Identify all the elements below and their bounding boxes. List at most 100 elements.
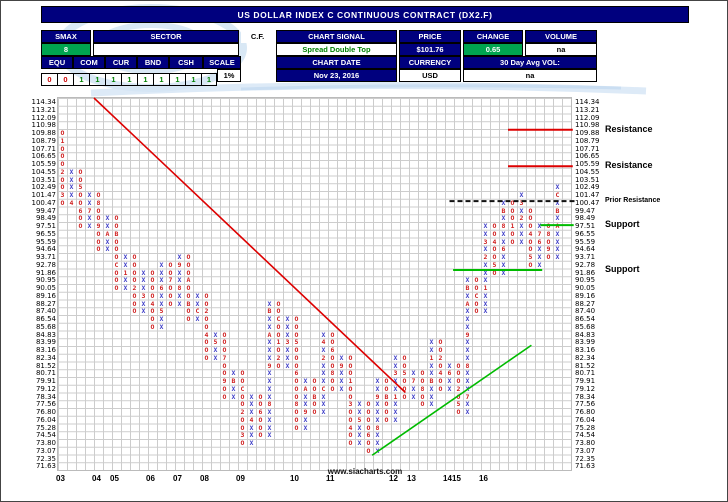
pnf-x-symbol: X bbox=[69, 167, 74, 176]
pnf-o-symbol: O bbox=[366, 423, 371, 432]
price-label-right: 73.07 bbox=[575, 446, 596, 455]
price-label-right: 91.86 bbox=[575, 268, 596, 277]
chart-date-header: CHART DATE bbox=[276, 56, 397, 69]
pnf-o-symbol: O bbox=[168, 299, 173, 308]
price-label-right: 77.56 bbox=[575, 400, 596, 409]
pnf-o-symbol: O bbox=[294, 392, 299, 401]
pnf-x-symbol: X bbox=[249, 431, 254, 440]
price-label-left: 75.28 bbox=[35, 423, 56, 432]
price-label-left: 78.34 bbox=[35, 392, 56, 401]
pnf-month-mark: 3 bbox=[519, 198, 524, 207]
price-label-left: 90.95 bbox=[35, 276, 56, 285]
cf-header: C.F. bbox=[241, 30, 274, 43]
pnf-x-symbol: X bbox=[87, 191, 92, 199]
currency-header: CURRENCY bbox=[399, 56, 461, 69]
pnf-o-symbol: O bbox=[60, 129, 65, 137]
flag-value-cell: 1 bbox=[121, 73, 137, 86]
price-label-right: 112.09 bbox=[575, 113, 600, 122]
pnf-x-symbol: X bbox=[105, 245, 110, 254]
price-label-right: 105.59 bbox=[575, 160, 600, 168]
pnf-x-symbol: X bbox=[303, 400, 308, 409]
pnf-x-symbol: X bbox=[465, 322, 470, 331]
price-label-left: 77.56 bbox=[35, 400, 56, 409]
equ-header: EQU bbox=[41, 56, 73, 69]
price-label-left: 73.07 bbox=[35, 446, 56, 455]
flag-value-cell: 1 bbox=[201, 73, 217, 86]
pnf-o-symbol: O bbox=[510, 214, 515, 223]
price-label-left: 76.80 bbox=[35, 408, 56, 416]
pnf-x-symbol: X bbox=[501, 214, 506, 223]
pnf-x-symbol: X bbox=[285, 361, 290, 370]
pnf-o-symbol: O bbox=[258, 431, 263, 440]
pnf-x-symbol: X bbox=[303, 415, 308, 424]
pnf-x-symbol: X bbox=[357, 423, 362, 432]
price-label-left: 87.40 bbox=[35, 307, 56, 316]
price-label-left: 73.80 bbox=[35, 439, 56, 447]
price-label-left: 109.88 bbox=[31, 129, 57, 137]
pnf-x-symbol: X bbox=[465, 408, 470, 416]
annotation-label: Resistance bbox=[605, 123, 653, 134]
pnf-o-symbol: O bbox=[474, 276, 479, 285]
pnf-o-symbol: O bbox=[492, 268, 497, 277]
price-label-right: 113.21 bbox=[575, 105, 600, 114]
pnf-x-symbol: X bbox=[357, 439, 362, 447]
price-label-left: 97.51 bbox=[35, 222, 56, 230]
price-label-left: 113.21 bbox=[31, 105, 57, 114]
pnf-month-mark: 2 bbox=[483, 253, 488, 261]
pnf-x-symbol: X bbox=[483, 291, 488, 300]
pnf-x-symbol: X bbox=[339, 384, 344, 393]
pnf-x-symbol: X bbox=[483, 260, 488, 269]
price-label-right: 82.34 bbox=[575, 353, 596, 362]
price-label-right: 106.65 bbox=[575, 152, 600, 161]
pnf-o-symbol: O bbox=[528, 222, 533, 230]
pnf-x-symbol: X bbox=[483, 229, 488, 238]
price-label-right: 92.78 bbox=[575, 260, 596, 269]
price-label-right: 81.52 bbox=[575, 361, 596, 370]
pnf-o-symbol: O bbox=[78, 167, 83, 176]
price-label-right: 78.34 bbox=[575, 392, 596, 401]
pnf-x-symbol: X bbox=[267, 431, 272, 440]
pnf-month-mark: 1 bbox=[483, 284, 488, 292]
sector-value bbox=[93, 43, 239, 56]
pnf-x-symbol: X bbox=[249, 439, 254, 447]
price-label-left: 90.05 bbox=[35, 284, 56, 292]
pnf-x-symbol: X bbox=[303, 392, 308, 401]
flag-value-cell: 1 bbox=[105, 73, 121, 86]
pnf-month-mark: C bbox=[555, 191, 560, 199]
pnf-o-symbol: O bbox=[474, 299, 479, 308]
cur-header: CUR bbox=[105, 56, 137, 69]
pnf-o-symbol: O bbox=[240, 392, 245, 401]
pnf-x-symbol: X bbox=[69, 183, 74, 192]
pnf-x-symbol: X bbox=[249, 392, 254, 401]
price-label-left: 86.54 bbox=[35, 315, 56, 323]
year-label: 11 bbox=[326, 474, 335, 483]
price-label-left: 71.63 bbox=[35, 462, 56, 471]
price-label-left: 104.55 bbox=[31, 167, 57, 176]
pnf-o-symbol: O bbox=[330, 384, 335, 393]
pnf-x-symbol: X bbox=[429, 338, 434, 347]
pnf-x-symbol: X bbox=[537, 222, 542, 230]
price-label-right: 114.34 bbox=[575, 98, 600, 106]
pnf-x-symbol: X bbox=[69, 191, 74, 199]
bnd-header: BND bbox=[137, 56, 169, 69]
avg-vol-value: na bbox=[463, 69, 597, 82]
pnf-month-mark: 6 bbox=[366, 431, 371, 440]
price-label-left: 110.98 bbox=[31, 121, 57, 130]
price-label-left: 85.68 bbox=[35, 322, 56, 331]
pnf-x-symbol: X bbox=[465, 291, 470, 300]
pnf-x-symbol: X bbox=[519, 191, 524, 199]
pnf-o-symbol: O bbox=[348, 439, 353, 447]
pnf-month-mark: 8 bbox=[267, 400, 272, 409]
year-axis: 03 04 05 06 07 08 09 10 11 12 13 14 15 16 bbox=[56, 474, 578, 488]
price-label-right: 108.79 bbox=[575, 136, 600, 145]
pnf-o-symbol: O bbox=[60, 144, 65, 153]
price-label-left: 80.71 bbox=[35, 369, 56, 378]
pnf-x-symbol: X bbox=[465, 315, 470, 323]
price-label-right: 90.05 bbox=[575, 284, 596, 292]
pnf-o-symbol: O bbox=[258, 400, 263, 409]
pnf-month-mark: 1 bbox=[510, 222, 515, 230]
site-url: www.siacharts.com bbox=[327, 467, 403, 476]
year-label: 13 bbox=[407, 474, 416, 483]
pnf-x-symbol: X bbox=[321, 392, 326, 401]
